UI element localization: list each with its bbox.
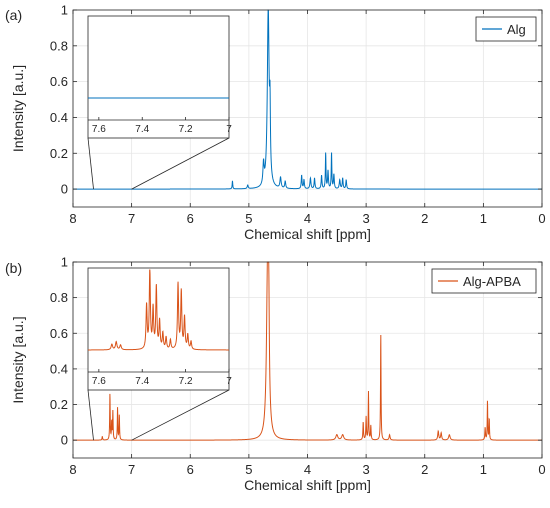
panel-b-legend-label: Alg-APBA	[463, 274, 521, 289]
panel-b-x-axis-label: Chemical shift [ppm]	[244, 477, 371, 493]
x-tick-label: 6	[187, 211, 194, 226]
panel-a-inset-ticks: 7.6 7.4 7.2 7	[88, 117, 232, 135]
x-tick-label: 8	[69, 211, 76, 226]
y-tick-label: 0	[61, 182, 68, 197]
panel-a-label: (a)	[5, 7, 22, 23]
y-tick-label: 0.4	[50, 110, 68, 125]
panel-a-x-axis-label: Chemical shift [ppm]	[244, 226, 371, 242]
panel-b-spectrum-line	[73, 261, 542, 441]
inset-connector-left	[87, 389, 94, 441]
panel-b-inset-ticks: 7.6 7.4 7.2 7	[88, 369, 232, 387]
panel-a-spectrum-line	[73, 9, 542, 190]
x-tick-label: 7	[128, 462, 135, 477]
panel-b-label: (b)	[5, 260, 22, 276]
inset-x-tick-label: 7.4	[135, 124, 149, 135]
x-tick-label: 4	[304, 462, 311, 477]
x-tick-label: 0	[538, 462, 545, 477]
x-tick-label: 8	[69, 462, 76, 477]
y-tick-label: 0	[61, 433, 68, 448]
panel-b-x-ticks: 8 7 6 5 4 3 2 1 0	[69, 262, 546, 477]
x-tick-label: 4	[304, 211, 311, 226]
inset-connector-left	[87, 137, 94, 190]
panel-b-inset-connectors	[87, 389, 230, 441]
x-tick-label: 1	[480, 462, 487, 477]
inset-x-tick-label: 7.2	[179, 376, 193, 387]
panel-a-inset-frame	[87, 15, 230, 139]
inset-x-tick-label: 7	[226, 124, 232, 135]
panel-a-inset-connectors	[87, 137, 230, 190]
x-tick-label: 3	[363, 462, 370, 477]
x-tick-label: 0	[538, 211, 545, 226]
x-tick-label: 2	[421, 211, 428, 226]
panel-b-inset-line	[88, 269, 229, 351]
y-tick-label: 0.6	[50, 326, 68, 341]
x-tick-label: 2	[421, 462, 428, 477]
inset-connector-right	[131, 137, 230, 190]
inset-connector-right	[131, 389, 230, 441]
inset-x-tick-label: 7.6	[92, 124, 106, 135]
inset-x-tick-label: 7.2	[179, 124, 193, 135]
inset-x-tick-label: 7.4	[135, 376, 149, 387]
panel-a-y-ticks: 0 0.2 0.4 0.6 0.8 1	[50, 3, 542, 197]
x-tick-label: 5	[245, 211, 252, 226]
panel-a-inset: 7.6 7.4 7.2 7	[87, 15, 232, 139]
panel-b-legend: Alg-APBA	[431, 268, 537, 294]
panel-b-y-axis-label: Intensity [a.u.]	[10, 316, 26, 403]
x-tick-label: 1	[480, 211, 487, 226]
panel-a-y-axis-label: Intensity [a.u.]	[10, 65, 26, 152]
y-tick-label: 0.8	[50, 290, 68, 305]
y-tick-label: 1	[61, 3, 68, 18]
panel-a-legend-label: Alg	[507, 22, 526, 37]
panel-a-x-ticks: 8 7 6 5 4 3 2 1 0	[69, 10, 546, 226]
y-tick-label: 0.8	[50, 38, 68, 53]
inset-x-tick-label: 7.6	[92, 376, 106, 387]
y-tick-label: 0.2	[50, 146, 68, 161]
x-tick-label: 6	[187, 462, 194, 477]
panel-b-y-ticks: 0 0.2 0.4 0.6 0.8 1	[50, 255, 542, 448]
x-tick-label: 7	[128, 211, 135, 226]
inset-x-tick-label: 7	[226, 376, 232, 387]
x-tick-label: 3	[363, 211, 370, 226]
panel-b-inset-frame	[87, 267, 230, 391]
y-tick-label: 0.6	[50, 74, 68, 89]
y-tick-label: 0.4	[50, 361, 68, 376]
panel-a-legend: Alg	[475, 16, 537, 42]
y-tick-label: 0.2	[50, 397, 68, 412]
y-tick-label: 1	[61, 255, 68, 270]
panel-b-inset: 7.6 7.4 7.2 7	[87, 267, 232, 391]
x-tick-label: 5	[245, 462, 252, 477]
